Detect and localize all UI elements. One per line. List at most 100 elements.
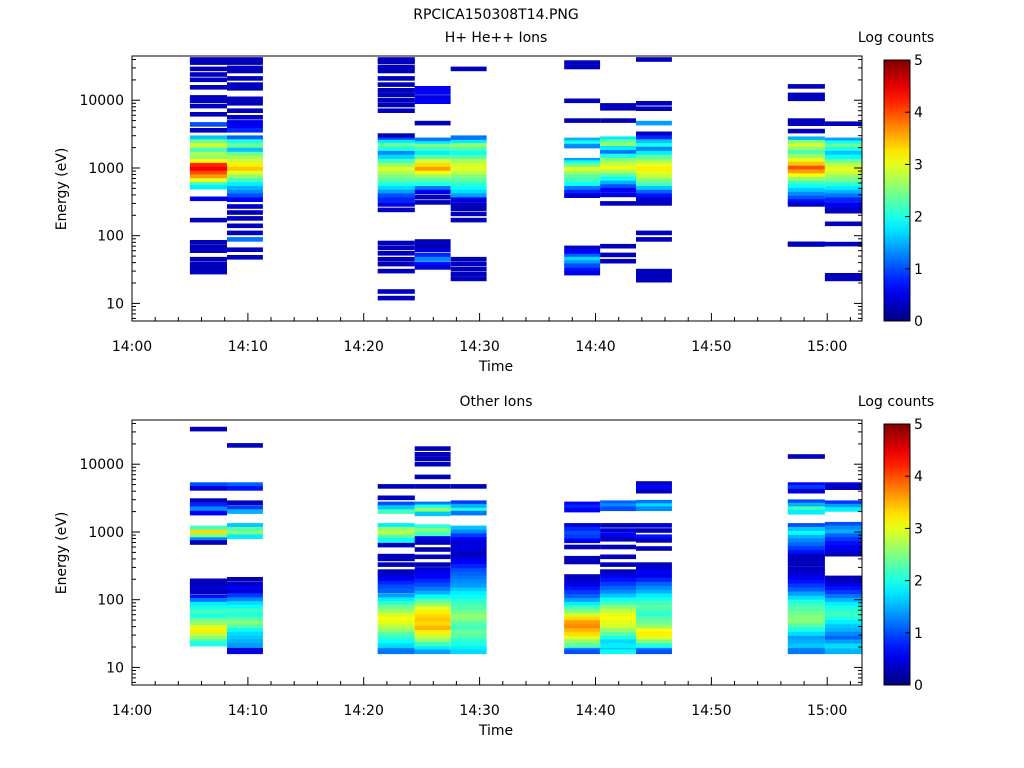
heatmap-cell	[414, 120, 451, 126]
heatmap-cell	[600, 506, 636, 512]
heatmap-cell	[189, 139, 227, 144]
heatmap-cell	[377, 505, 415, 510]
heatmap-cell	[414, 141, 451, 146]
heatmap-cell	[414, 189, 451, 195]
heatmap-cell	[450, 606, 487, 611]
heatmap-cell	[189, 182, 227, 187]
colorbar-tick-label: 1	[914, 262, 923, 278]
heatmap-cell	[787, 161, 825, 167]
heatmap-cell	[450, 166, 487, 172]
heatmap-cell	[636, 270, 672, 276]
heatmap-cell	[377, 108, 415, 113]
heatmap-cell	[636, 484, 672, 490]
heatmap-cell	[824, 186, 862, 191]
heatmap-cell	[227, 643, 263, 648]
heatmap-cell	[824, 206, 862, 211]
heatmap-cell	[824, 631, 862, 637]
heatmap-cell	[189, 585, 227, 591]
x-tick-label: 14:00	[112, 703, 152, 719]
heatmap-cell	[377, 289, 415, 294]
heatmap-cell	[636, 197, 672, 202]
heatmap-cell	[564, 526, 601, 532]
heatmap-cell	[227, 581, 263, 587]
x-tick-label: 14:30	[459, 339, 499, 355]
heatmap-cell	[564, 523, 601, 528]
heatmap-cell	[414, 194, 451, 200]
heatmap-cell	[636, 488, 672, 494]
heatmap-cell	[600, 523, 636, 528]
x-tick-label: 14:20	[344, 703, 384, 719]
heatmap-cell	[227, 135, 263, 140]
heatmap-cell	[600, 569, 636, 574]
heatmap-cell	[564, 60, 601, 65]
heatmap-cell	[600, 165, 636, 171]
heatmap-cell	[824, 485, 862, 490]
heatmap-cell	[450, 139, 487, 145]
heatmap-cell	[824, 586, 862, 592]
heatmap-cell	[414, 630, 451, 635]
heatmap-cell	[450, 564, 487, 569]
colorbar-label: Log counts	[858, 394, 934, 410]
heatmap-cell	[600, 180, 636, 186]
heatmap-cell	[189, 613, 227, 618]
heatmap-cell	[600, 624, 636, 629]
heatmap-cell	[824, 154, 862, 160]
heatmap-cell	[787, 542, 825, 547]
heatmap-cell	[636, 182, 672, 187]
heatmap-cell	[227, 597, 263, 602]
heatmap-cell	[377, 59, 415, 65]
heatmap-cell	[564, 628, 601, 633]
heatmap-cell	[636, 562, 672, 567]
heatmap-cell	[227, 620, 263, 625]
heatmap-cell	[564, 534, 601, 540]
heatmap-cell	[787, 199, 825, 204]
heatmap-cell	[787, 169, 825, 174]
heatmap-cell	[377, 577, 415, 582]
heatmap-cell	[824, 482, 862, 487]
heatmap-cell	[636, 635, 672, 641]
heatmap-cell	[564, 162, 601, 168]
heatmap-cell	[377, 624, 415, 629]
heatmap-cell	[189, 261, 227, 267]
figure-title: RPCICA150308T14.PNG	[413, 7, 578, 23]
heatmap-cell	[189, 151, 227, 157]
heatmap-cell	[564, 578, 601, 584]
heatmap-cell	[189, 269, 227, 275]
heatmap-cell	[189, 60, 227, 65]
heatmap-cell	[189, 629, 227, 634]
colorbar-tick-label: 3	[914, 157, 923, 173]
heatmap-cell	[450, 211, 487, 217]
colorbar-tick-label: 3	[914, 521, 923, 537]
x-tick-label: 14:50	[691, 703, 731, 719]
heatmap-cell	[377, 562, 415, 567]
heatmap-cell	[414, 594, 451, 600]
heatmap-cell	[414, 504, 451, 510]
heatmap-cell	[450, 621, 487, 627]
heatmap-cell	[564, 616, 601, 622]
heatmap-cell	[600, 573, 636, 579]
heatmap-cell	[189, 635, 227, 641]
heatmap-cell	[450, 182, 487, 187]
heatmap-cell	[636, 503, 672, 508]
heatmap-cell	[227, 65, 263, 71]
heatmap-cell	[227, 223, 263, 229]
heatmap-cell	[189, 248, 227, 253]
heatmap-cell	[787, 454, 825, 459]
heatmap-cell	[450, 146, 487, 152]
heatmap-cell	[787, 195, 825, 201]
heatmap-cell	[189, 639, 227, 644]
heatmap-cell	[189, 66, 227, 72]
heatmap-cell	[600, 500, 636, 505]
heatmap-cell	[787, 191, 825, 197]
heatmap-cell	[377, 207, 415, 213]
heatmap-cell	[189, 266, 227, 271]
heatmap-cell	[377, 631, 415, 637]
axes: 10 100 1000 10000 14:00 14:10 14:20 14:30 14:40 1…	[79, 419, 863, 719]
heatmap-cell	[600, 157, 636, 163]
heatmap-cell	[824, 612, 862, 618]
heatmap-cell	[450, 159, 487, 164]
heatmap-cell	[414, 186, 451, 191]
heatmap-cell	[600, 252, 636, 258]
heatmap-cell	[600, 544, 636, 550]
heatmap-cell	[600, 554, 636, 560]
